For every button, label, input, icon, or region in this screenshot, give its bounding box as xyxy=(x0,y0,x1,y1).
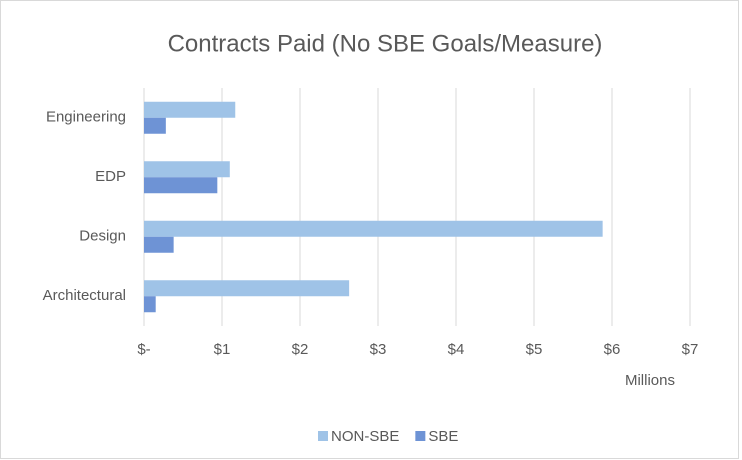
y-tick-label: Design xyxy=(79,228,126,245)
legend-swatch xyxy=(318,431,328,441)
bar xyxy=(144,101,236,118)
bar xyxy=(144,117,166,134)
bar xyxy=(144,236,174,253)
x-tick-label: $5 xyxy=(526,341,543,358)
x-tick-label: $7 xyxy=(682,341,699,358)
legend-swatch xyxy=(415,431,426,441)
x-tick-label: $2 xyxy=(292,341,309,358)
x-tick-label: $6 xyxy=(604,341,621,358)
y-tick-label: EDP xyxy=(95,168,126,185)
y-tick-label: Engineering xyxy=(46,109,126,126)
y-tick-label: Architectural xyxy=(43,287,126,304)
x-tick-label: $1 xyxy=(214,341,231,358)
x-tick-label: $3 xyxy=(370,341,387,358)
bar xyxy=(144,280,350,297)
x-tick-label: $- xyxy=(137,341,150,358)
x-axis-unit: Millions xyxy=(625,372,675,389)
legend-label: NON-SBE xyxy=(331,428,399,445)
bar xyxy=(144,161,230,178)
bar xyxy=(144,296,156,313)
bar xyxy=(144,177,218,194)
bar xyxy=(144,220,603,237)
x-tick-label: $4 xyxy=(448,341,465,358)
legend-label: SBE xyxy=(428,428,458,445)
chart-title: Contracts Paid (No SBE Goals/Measure) xyxy=(168,30,603,57)
